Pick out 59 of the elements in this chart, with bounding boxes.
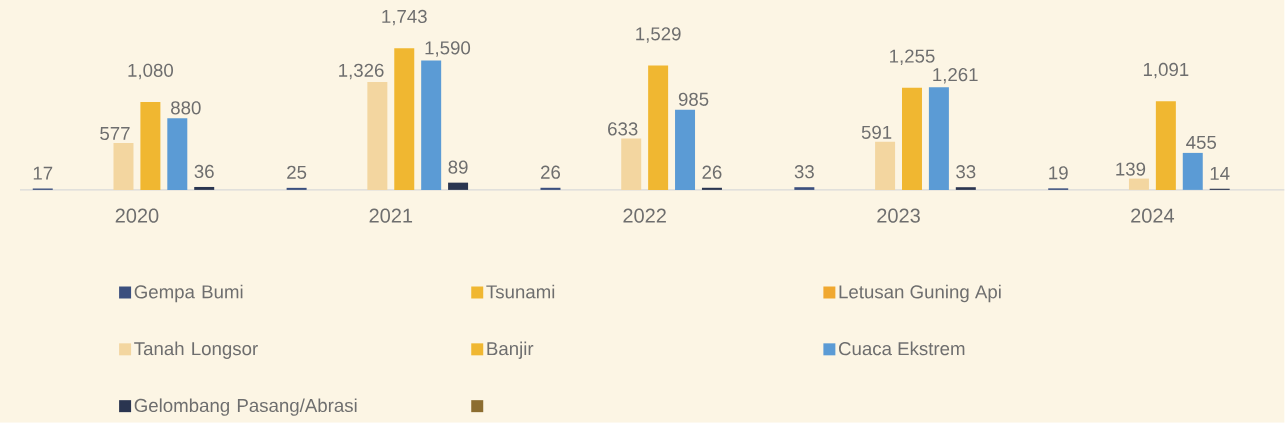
legend-label: Letusan Guning Api bbox=[839, 284, 1001, 303]
data-label: 1,080 bbox=[128, 63, 174, 80]
legend-label: Cuaca Ekstrem bbox=[838, 341, 965, 356]
bar bbox=[955, 187, 976, 190]
x-tick-label: 2022 bbox=[623, 208, 666, 223]
bar bbox=[1182, 153, 1203, 190]
x-tick-label: 2020 bbox=[115, 208, 159, 223]
bar bbox=[113, 143, 134, 190]
x-tick-label: 2024 bbox=[1131, 208, 1175, 223]
data-label: 591 bbox=[861, 125, 892, 140]
data-label: 17 bbox=[33, 166, 53, 180]
legend-label: Gempa Bumi bbox=[134, 284, 243, 303]
legend-label: Gelombang Pasang/Abrasi bbox=[134, 398, 357, 416]
data-label: 25 bbox=[287, 165, 307, 180]
data-label: 1,255 bbox=[890, 49, 935, 66]
data-label: 880 bbox=[171, 101, 201, 115]
bar bbox=[167, 118, 188, 190]
data-label: 1,326 bbox=[339, 63, 384, 80]
bar bbox=[701, 187, 722, 190]
data-label: 26 bbox=[702, 165, 722, 179]
bar bbox=[794, 187, 815, 190]
data-label: 1,743 bbox=[382, 9, 427, 26]
data-label: 455 bbox=[1186, 136, 1217, 150]
data-label: 1,261 bbox=[933, 68, 978, 84]
bar bbox=[675, 109, 696, 190]
bar bbox=[1155, 101, 1176, 190]
bar bbox=[286, 187, 307, 190]
bar bbox=[902, 87, 922, 190]
data-label: 1,529 bbox=[636, 27, 681, 43]
bar bbox=[540, 187, 561, 190]
data-label: 36 bbox=[194, 164, 214, 179]
legend-label: Tanah Longsor bbox=[134, 341, 258, 360]
data-label: 139 bbox=[1116, 162, 1146, 176]
bar bbox=[421, 60, 442, 190]
bar bbox=[194, 187, 215, 190]
bar bbox=[394, 48, 415, 190]
data-label: 633 bbox=[608, 122, 638, 136]
data-label: 89 bbox=[448, 160, 468, 174]
x-tick-label: 2021 bbox=[369, 208, 413, 223]
bar bbox=[1128, 178, 1149, 190]
data-label: 33 bbox=[956, 165, 976, 179]
bar bbox=[875, 141, 896, 190]
x-tick-label: 2023 bbox=[877, 208, 920, 223]
data-label: 19 bbox=[1049, 166, 1068, 180]
legend-label: Banjir bbox=[487, 341, 534, 360]
bar bbox=[648, 65, 669, 190]
data-label: 26 bbox=[541, 165, 561, 179]
bar bbox=[367, 82, 388, 190]
bar bbox=[621, 138, 642, 190]
data-label: 33 bbox=[794, 165, 814, 179]
data-label: 985 bbox=[678, 92, 709, 106]
legend-label: Tsunami bbox=[486, 284, 555, 299]
bar bbox=[928, 87, 949, 190]
data-label: 14 bbox=[1210, 167, 1230, 180]
data-label: 1,091 bbox=[1143, 62, 1189, 79]
data-label: 577 bbox=[100, 127, 130, 141]
bar bbox=[448, 182, 469, 190]
bar bbox=[140, 102, 161, 190]
data-label: 1,590 bbox=[425, 41, 471, 57]
